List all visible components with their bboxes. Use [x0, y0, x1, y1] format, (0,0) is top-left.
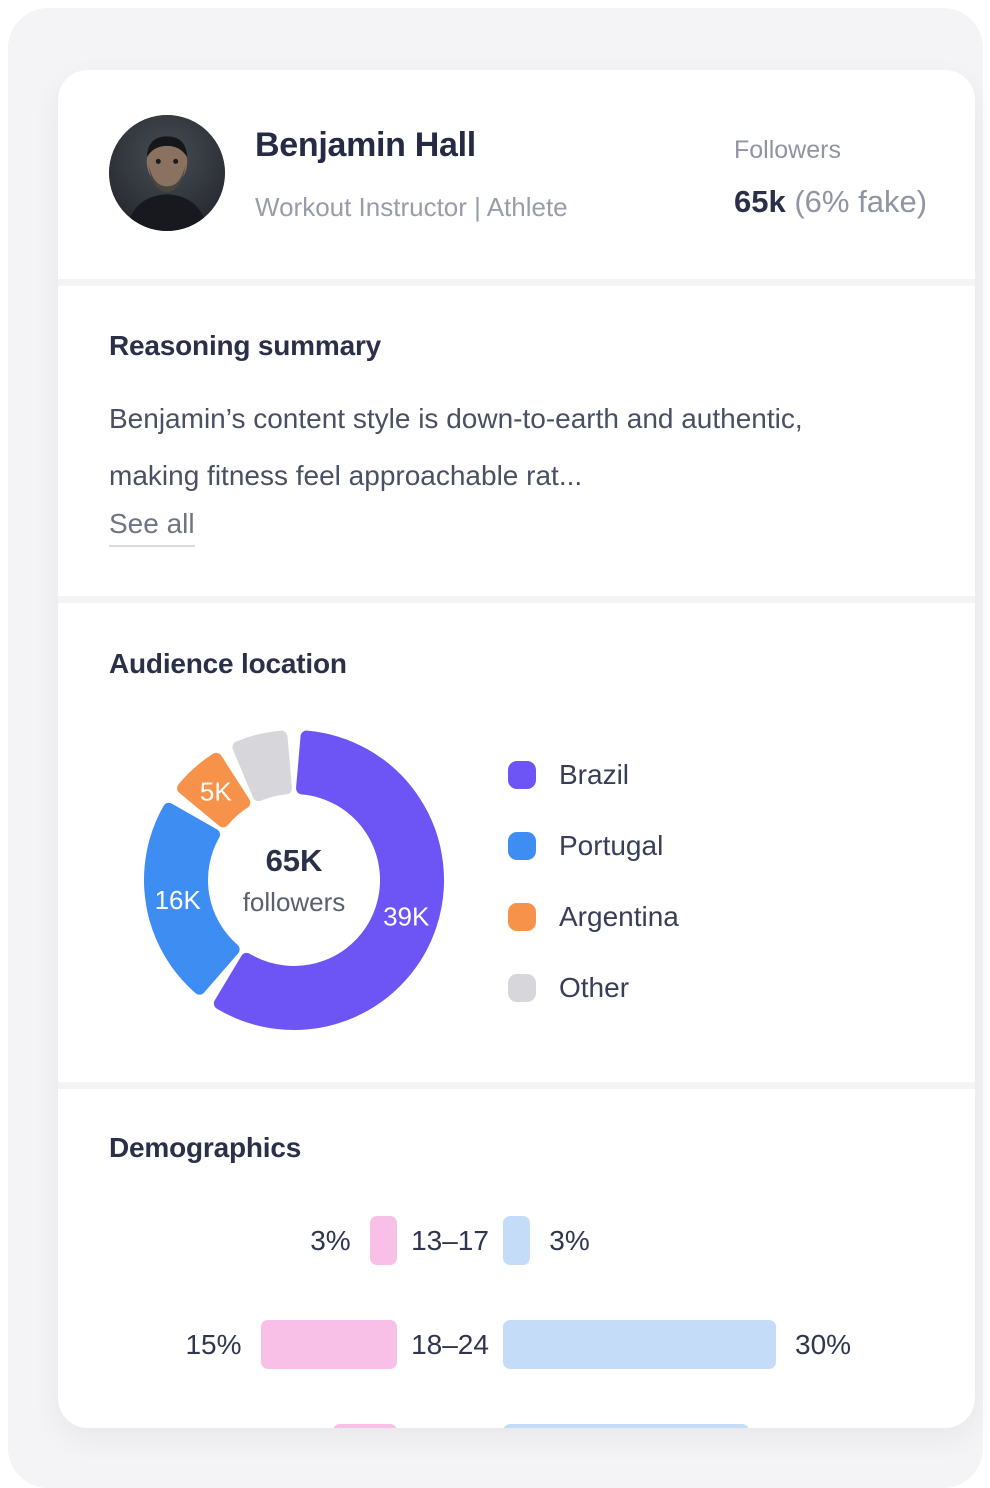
female-bar-zone — [117, 1424, 397, 1428]
legend-label: Argentina — [559, 901, 679, 932]
left-percent-label: 3% — [310, 1224, 351, 1256]
reasoning-summary-section: Reasoning summary Benjamin’s content sty… — [58, 286, 975, 596]
profile-name: Benjamin Hall — [255, 126, 476, 164]
demographics-row-clipped — [117, 1424, 783, 1428]
legend-item-other: Other — [508, 972, 679, 1003]
age-group-label: 13–17 — [411, 1224, 489, 1256]
right-bar — [503, 1216, 531, 1265]
right-bar — [503, 1320, 776, 1369]
demographics-chart: 3% 13–17 3% 15% 18–24 30% — [117, 1216, 851, 1428]
reasoning-summary-body: Benjamin’s content style is down-to-eart… — [109, 403, 803, 491]
avatar-illustration — [109, 115, 225, 231]
donut-segment-value: 16K — [155, 885, 202, 915]
legend-item-brazil: Brazil — [508, 759, 679, 790]
audience-location-section: Audience location 39K 16K 5K 65K followers… — [58, 603, 975, 1082]
followers-fake-note: (6% fake) — [794, 184, 928, 219]
legend-label: Brazil — [559, 759, 630, 790]
left-bar — [369, 1216, 397, 1265]
legend-item-argentina: Argentina — [508, 901, 679, 932]
female-bar-zone: 3% — [117, 1216, 397, 1265]
donut-segment-brazil — [213, 730, 444, 1030]
male-bar-zone: 3% — [503, 1216, 783, 1265]
followers-value: 65k (6% fake) — [734, 184, 927, 220]
avatar-photo — [109, 115, 225, 231]
male-bar-zone — [503, 1424, 783, 1428]
demographics-row-18-24: 15% 18–24 30% — [117, 1320, 851, 1369]
audience-donut-chart: 39K 16K 5K 65K followers — [144, 730, 444, 1030]
legend-item-portugal: Portugal — [508, 830, 679, 861]
demographics-title: Demographics — [109, 1132, 302, 1163]
demographics-row-13-17: 3% 13–17 3% — [117, 1216, 783, 1265]
right-percent-label: 3% — [549, 1224, 590, 1256]
profile-card: Benjamin Hall Workout Instructor | Athle… — [58, 70, 975, 1428]
left-bar — [260, 1320, 397, 1369]
legend-swatch-argentina — [508, 903, 536, 931]
legend-label: Portugal — [559, 830, 664, 861]
donut-segment-other — [232, 730, 292, 802]
legend-swatch-portugal — [508, 832, 536, 860]
profile-role: Workout Instructor | Athlete — [255, 192, 568, 222]
profile-header: Benjamin Hall Workout Instructor | Athle… — [58, 70, 975, 279]
donut-segment-value: 39K — [383, 902, 430, 932]
demographics-section: Demographics 3% 13–17 3% 15% 18–24 — [58, 1089, 975, 1428]
donut-segments: 39K 16K 5K — [144, 730, 444, 1030]
male-bar-zone: 30% — [503, 1320, 851, 1369]
section-divider — [58, 279, 975, 286]
legend-label: Other — [559, 972, 630, 1003]
age-group-label: 18–24 — [411, 1328, 489, 1360]
see-all-link[interactable]: See all — [109, 508, 195, 547]
section-divider — [58, 1082, 975, 1089]
donut-segment-value: 5K — [200, 777, 232, 807]
female-bar-zone: 15% — [117, 1320, 397, 1369]
right-percent-label: 30% — [795, 1328, 852, 1360]
audience-location-title: Audience location — [109, 648, 347, 679]
followers-count: 65k — [734, 184, 786, 219]
section-divider — [58, 596, 975, 603]
donut-legend: Brazil Portugal Argentina Other — [508, 759, 679, 1045]
legend-swatch-other — [508, 974, 536, 1002]
legend-swatch-brazil — [508, 761, 536, 789]
donut-segment-portugal — [144, 802, 240, 995]
donut-segment-argentina — [177, 752, 251, 828]
left-bar — [333, 1424, 397, 1428]
followers-label: Followers — [734, 136, 841, 164]
left-percent-label: 15% — [185, 1328, 242, 1360]
reasoning-summary-title: Reasoning summary — [109, 330, 382, 361]
right-bar — [503, 1424, 749, 1428]
